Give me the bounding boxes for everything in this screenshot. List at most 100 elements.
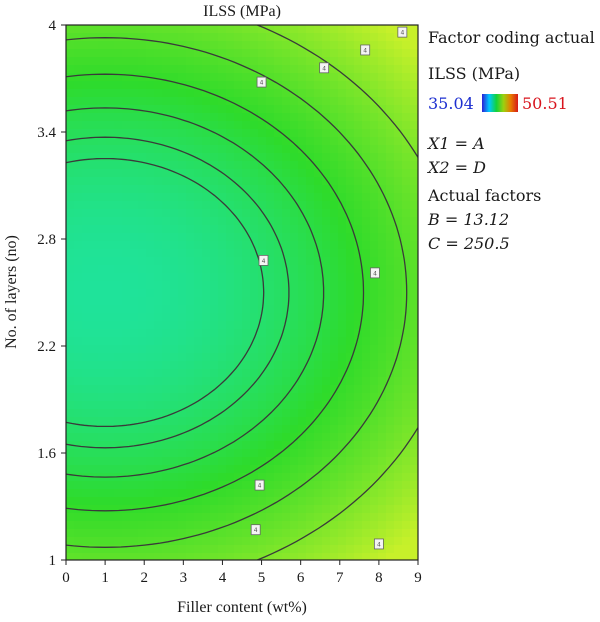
- surface-cell: [362, 497, 371, 506]
- surface-cell: [90, 273, 99, 282]
- surface-cell: [66, 49, 75, 58]
- surface-cell: [138, 153, 147, 162]
- surface-cell: [274, 233, 283, 242]
- surface-cell: [306, 401, 315, 410]
- surface-cell: [410, 265, 418, 274]
- surface-cell: [306, 369, 315, 378]
- surface-cell: [298, 89, 307, 98]
- surface-cell: [210, 441, 219, 450]
- surface-cell: [322, 169, 331, 178]
- surface-cell: [234, 489, 243, 498]
- surface-cell: [138, 89, 147, 98]
- surface-cell: [314, 57, 323, 66]
- surface-cell: [122, 337, 131, 346]
- surface-cell: [394, 465, 403, 474]
- surface-cell: [370, 153, 379, 162]
- surface-cell: [154, 513, 163, 522]
- surface-cell: [346, 137, 355, 146]
- surface-cell: [346, 201, 355, 210]
- surface-cell: [250, 233, 259, 242]
- surface-cell: [274, 441, 283, 450]
- surface-cell: [266, 113, 275, 122]
- surface-cell: [378, 521, 387, 530]
- surface-cell: [402, 537, 411, 546]
- surface-cell: [114, 449, 123, 458]
- surface-cell: [234, 265, 243, 274]
- surface-cell: [266, 321, 275, 330]
- surface-cell: [106, 537, 115, 546]
- surface-cell: [82, 169, 91, 178]
- surface-cell: [242, 57, 251, 66]
- surface-cell: [282, 201, 291, 210]
- surface-cell: [138, 257, 147, 266]
- surface-cell: [386, 209, 395, 218]
- surface-cell: [330, 545, 339, 554]
- surface-cell: [210, 233, 219, 242]
- surface-cell: [322, 345, 331, 354]
- surface-cell: [194, 201, 203, 210]
- surface-cell: [242, 321, 251, 330]
- surface-cell: [410, 473, 418, 482]
- surface-cell: [250, 401, 259, 410]
- surface-cell: [202, 97, 211, 106]
- surface-cell: [186, 113, 195, 122]
- surface-cell: [202, 57, 211, 66]
- surface-cell: [178, 521, 187, 530]
- surface-cell: [354, 209, 363, 218]
- surface-cell: [402, 233, 411, 242]
- surface-cell: [402, 161, 411, 170]
- surface-cell: [106, 465, 115, 474]
- surface-cell: [218, 281, 227, 290]
- surface-cell: [162, 401, 171, 410]
- surface-cell: [274, 65, 283, 74]
- surface-cell: [194, 241, 203, 250]
- surface-cell: [66, 265, 75, 274]
- surface-cell: [274, 217, 283, 226]
- surface-cell: [354, 81, 363, 90]
- surface-cell: [386, 65, 395, 74]
- surface-cell: [122, 457, 131, 466]
- surface-cell: [242, 345, 251, 354]
- surface-cell: [362, 185, 371, 194]
- surface-cell: [98, 489, 107, 498]
- surface-cell: [338, 81, 347, 90]
- surface-cell: [234, 49, 243, 58]
- surface-cell: [290, 457, 299, 466]
- surface-cell: [178, 185, 187, 194]
- surface-cell: [258, 89, 267, 98]
- surface-cell: [154, 89, 163, 98]
- surface-cell: [178, 225, 187, 234]
- surface-cell: [98, 193, 107, 202]
- surface-cell: [330, 217, 339, 226]
- surface-cell: [330, 161, 339, 170]
- surface-cell: [282, 33, 291, 42]
- surface-cell: [194, 409, 203, 418]
- surface-cell: [394, 449, 403, 458]
- surface-cell: [186, 377, 195, 386]
- surface-cell: [242, 433, 251, 442]
- surface-cell: [410, 377, 418, 386]
- surface-cell: [178, 353, 187, 362]
- surface-cell: [290, 81, 299, 90]
- surface-cell: [386, 449, 395, 458]
- surface-cell: [122, 217, 131, 226]
- surface-cell: [98, 385, 107, 394]
- surface-cell: [394, 345, 403, 354]
- surface-cell: [410, 361, 418, 370]
- surface-cell: [74, 65, 83, 74]
- surface-cell: [66, 33, 75, 42]
- surface-cell: [314, 193, 323, 202]
- surface-cell: [178, 457, 187, 466]
- surface-cell: [346, 497, 355, 506]
- surface-cell: [258, 113, 267, 122]
- surface-cell: [114, 297, 123, 306]
- surface-cell: [266, 329, 275, 338]
- surface-cell: [74, 233, 83, 242]
- surface-cell: [122, 409, 131, 418]
- surface-cell: [322, 473, 331, 482]
- surface-cell: [178, 441, 187, 450]
- surface-cell: [314, 137, 323, 146]
- surface-cell: [266, 145, 275, 154]
- surface-cell: [330, 441, 339, 450]
- surface-cell: [298, 121, 307, 130]
